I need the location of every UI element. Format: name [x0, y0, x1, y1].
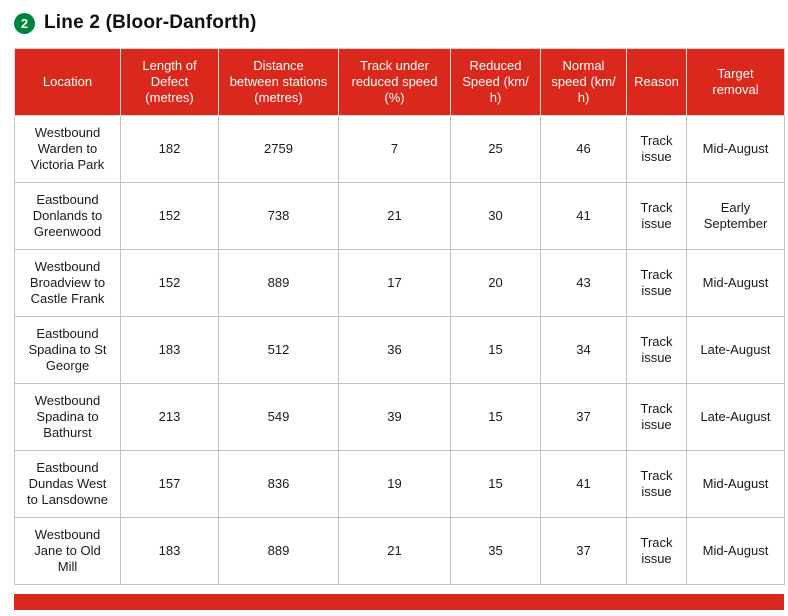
cell-track-under-reduced-speed: 39: [338, 383, 451, 451]
cell-location: Westbound Warden to Victoria Park: [14, 115, 121, 183]
cell-reason: Track issue: [626, 517, 687, 585]
cell-location: Westbound Jane to Old Mill: [14, 517, 121, 585]
column-header-distance-between-stations: Distance between stations (metres): [218, 48, 339, 116]
cell-distance-between-stations: 836: [218, 450, 339, 518]
cell-length-of-defect: 157: [120, 450, 219, 518]
cell-length-of-defect: 183: [120, 316, 219, 384]
cell-track-under-reduced-speed: 19: [338, 450, 451, 518]
column-header-target-removal: Target removal: [686, 48, 785, 116]
cell-normal-speed: 41: [540, 182, 627, 250]
cell-length-of-defect: 213: [120, 383, 219, 451]
cell-distance-between-stations: 889: [218, 249, 339, 317]
cell-reduced-speed: 15: [450, 383, 541, 451]
cell-reduced-speed: 20: [450, 249, 541, 317]
column-header-location: Location: [14, 48, 121, 116]
page-title: Line 2 (Bloor-Danforth): [44, 12, 257, 33]
table-row: Eastbound Dundas West to Lansdowne 157 836…: [14, 450, 785, 518]
cell-normal-speed: 34: [540, 316, 627, 384]
cell-location: Westbound Broadview to Castle Frank: [14, 249, 121, 317]
cell-normal-speed: 43: [540, 249, 627, 317]
next-table-header-partial: [14, 594, 784, 610]
table-header-row: Location Length of Defect (metres) Distanc…: [14, 48, 785, 116]
cell-reason: Track issue: [626, 450, 687, 518]
table-body: Westbound Warden to Victoria Park 182 2759…: [14, 115, 785, 585]
cell-track-under-reduced-speed: 21: [338, 182, 451, 250]
cell-reason: Track issue: [626, 383, 687, 451]
cell-normal-speed: 37: [540, 383, 627, 451]
cell-location: Eastbound Donlands to Greenwood: [14, 182, 121, 250]
cell-distance-between-stations: 889: [218, 517, 339, 585]
cell-target-removal: Late-August: [686, 383, 785, 451]
section-title-row: 2 Line 2 (Bloor-Danforth): [14, 10, 774, 36]
table-row: Westbound Broadview to Castle Frank 152 88…: [14, 249, 785, 317]
cell-track-under-reduced-speed: 7: [338, 115, 451, 183]
table-row: Eastbound Donlands to Greenwood 152 738 21 3…: [14, 182, 785, 250]
cell-length-of-defect: 152: [120, 182, 219, 250]
cell-length-of-defect: 182: [120, 115, 219, 183]
cell-reduced-speed: 15: [450, 316, 541, 384]
column-header-reason: Reason: [626, 48, 687, 116]
cell-target-removal: Late-August: [686, 316, 785, 384]
cell-normal-speed: 37: [540, 517, 627, 585]
table-row: Eastbound Spadina to St George 183 512 36 15…: [14, 316, 785, 384]
column-header-normal-speed: Normal speed (km/ h): [540, 48, 627, 116]
cell-target-removal: Mid-August: [686, 517, 785, 585]
speed-restrictions-table: Location Length of Defect (metres) Distanc…: [14, 48, 785, 585]
cell-reduced-speed: 35: [450, 517, 541, 585]
cell-normal-speed: 41: [540, 450, 627, 518]
cell-track-under-reduced-speed: 21: [338, 517, 451, 585]
cell-reduced-speed: 25: [450, 115, 541, 183]
cell-location: Eastbound Dundas West to Lansdowne: [14, 450, 121, 518]
cell-location: Westbound Spadina to Bathurst: [14, 383, 121, 451]
cell-track-under-reduced-speed: 36: [338, 316, 451, 384]
cell-reason: Track issue: [626, 115, 687, 183]
cell-distance-between-stations: 2759: [218, 115, 339, 183]
cell-distance-between-stations: 549: [218, 383, 339, 451]
cell-location: Eastbound Spadina to St George: [14, 316, 121, 384]
cell-distance-between-stations: 512: [218, 316, 339, 384]
table-row: Westbound Spadina to Bathurst 213 549 39 15 3…: [14, 383, 785, 451]
cell-target-removal: Early September: [686, 182, 785, 250]
cell-reduced-speed: 30: [450, 182, 541, 250]
column-header-reduced-speed: Reduced Speed (km/ h): [450, 48, 541, 116]
cell-normal-speed: 46: [540, 115, 627, 183]
cell-reason: Track issue: [626, 316, 687, 384]
cell-length-of-defect: 152: [120, 249, 219, 317]
cell-reason: Track issue: [626, 182, 687, 250]
column-header-track-under-reduced-speed: Track under reduced speed (%): [338, 48, 451, 116]
column-header-length-of-defect: Length of Defect (metres): [120, 48, 219, 116]
cell-track-under-reduced-speed: 17: [338, 249, 451, 317]
cell-reason: Track issue: [626, 249, 687, 317]
cell-target-removal: Mid-August: [686, 249, 785, 317]
cell-target-removal: Mid-August: [686, 115, 785, 183]
cell-length-of-defect: 183: [120, 517, 219, 585]
line-2-badge: 2: [14, 12, 35, 34]
table-row: Westbound Jane to Old Mill 183 889 21 35 37 Tr…: [14, 517, 785, 585]
cell-distance-between-stations: 738: [218, 182, 339, 250]
cell-reduced-speed: 15: [450, 450, 541, 518]
table-row: Westbound Warden to Victoria Park 182 2759…: [14, 115, 785, 183]
cell-target-removal: Mid-August: [686, 450, 785, 518]
